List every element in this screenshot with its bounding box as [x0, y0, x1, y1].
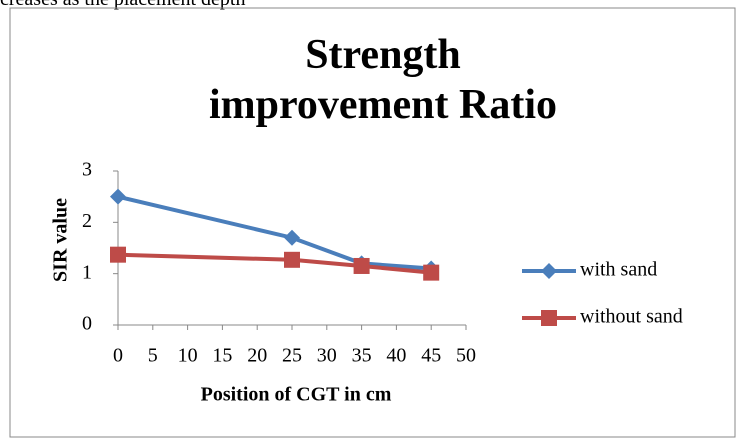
y-tick-label: 0	[82, 313, 92, 335]
x-tick-label: 40	[386, 345, 406, 367]
series-line	[117, 194, 432, 271]
y-tick-label: 1	[82, 261, 92, 283]
legend-label: without sand	[580, 306, 683, 328]
x-tick-label: 30	[317, 345, 337, 367]
x-tick-label: 10	[178, 345, 198, 367]
x-tick-label: 0	[113, 345, 123, 367]
data-point	[423, 264, 440, 281]
x-tick-label: 5	[148, 345, 158, 367]
legend-marker	[541, 263, 557, 279]
data-point	[284, 229, 300, 246]
y-axis-label: SIR value	[50, 198, 72, 282]
x-tick-label: 45	[421, 345, 441, 367]
series-line	[117, 252, 432, 275]
legend-marker	[541, 310, 557, 326]
data-point	[284, 251, 300, 268]
chart-border	[9, 7, 736, 438]
data-point	[353, 257, 370, 274]
x-tick-label: 20	[247, 345, 267, 367]
data-point	[110, 246, 126, 263]
x-axis-label: Position of CGT in cm	[201, 384, 392, 406]
x-tick-label: 35	[352, 345, 372, 367]
legend-label: with sand	[580, 259, 657, 281]
x-tick-label: 50	[456, 345, 476, 367]
chart-title: Strength improvement Ratio	[209, 32, 557, 128]
x-tick-label: 15	[212, 345, 232, 367]
header-text: creases as the placement depth	[0, 0, 245, 11]
y-tick-label: 3	[82, 159, 92, 181]
y-tick-label: 2	[82, 210, 92, 232]
data-point	[110, 188, 126, 205]
x-tick-label: 25	[282, 345, 302, 367]
